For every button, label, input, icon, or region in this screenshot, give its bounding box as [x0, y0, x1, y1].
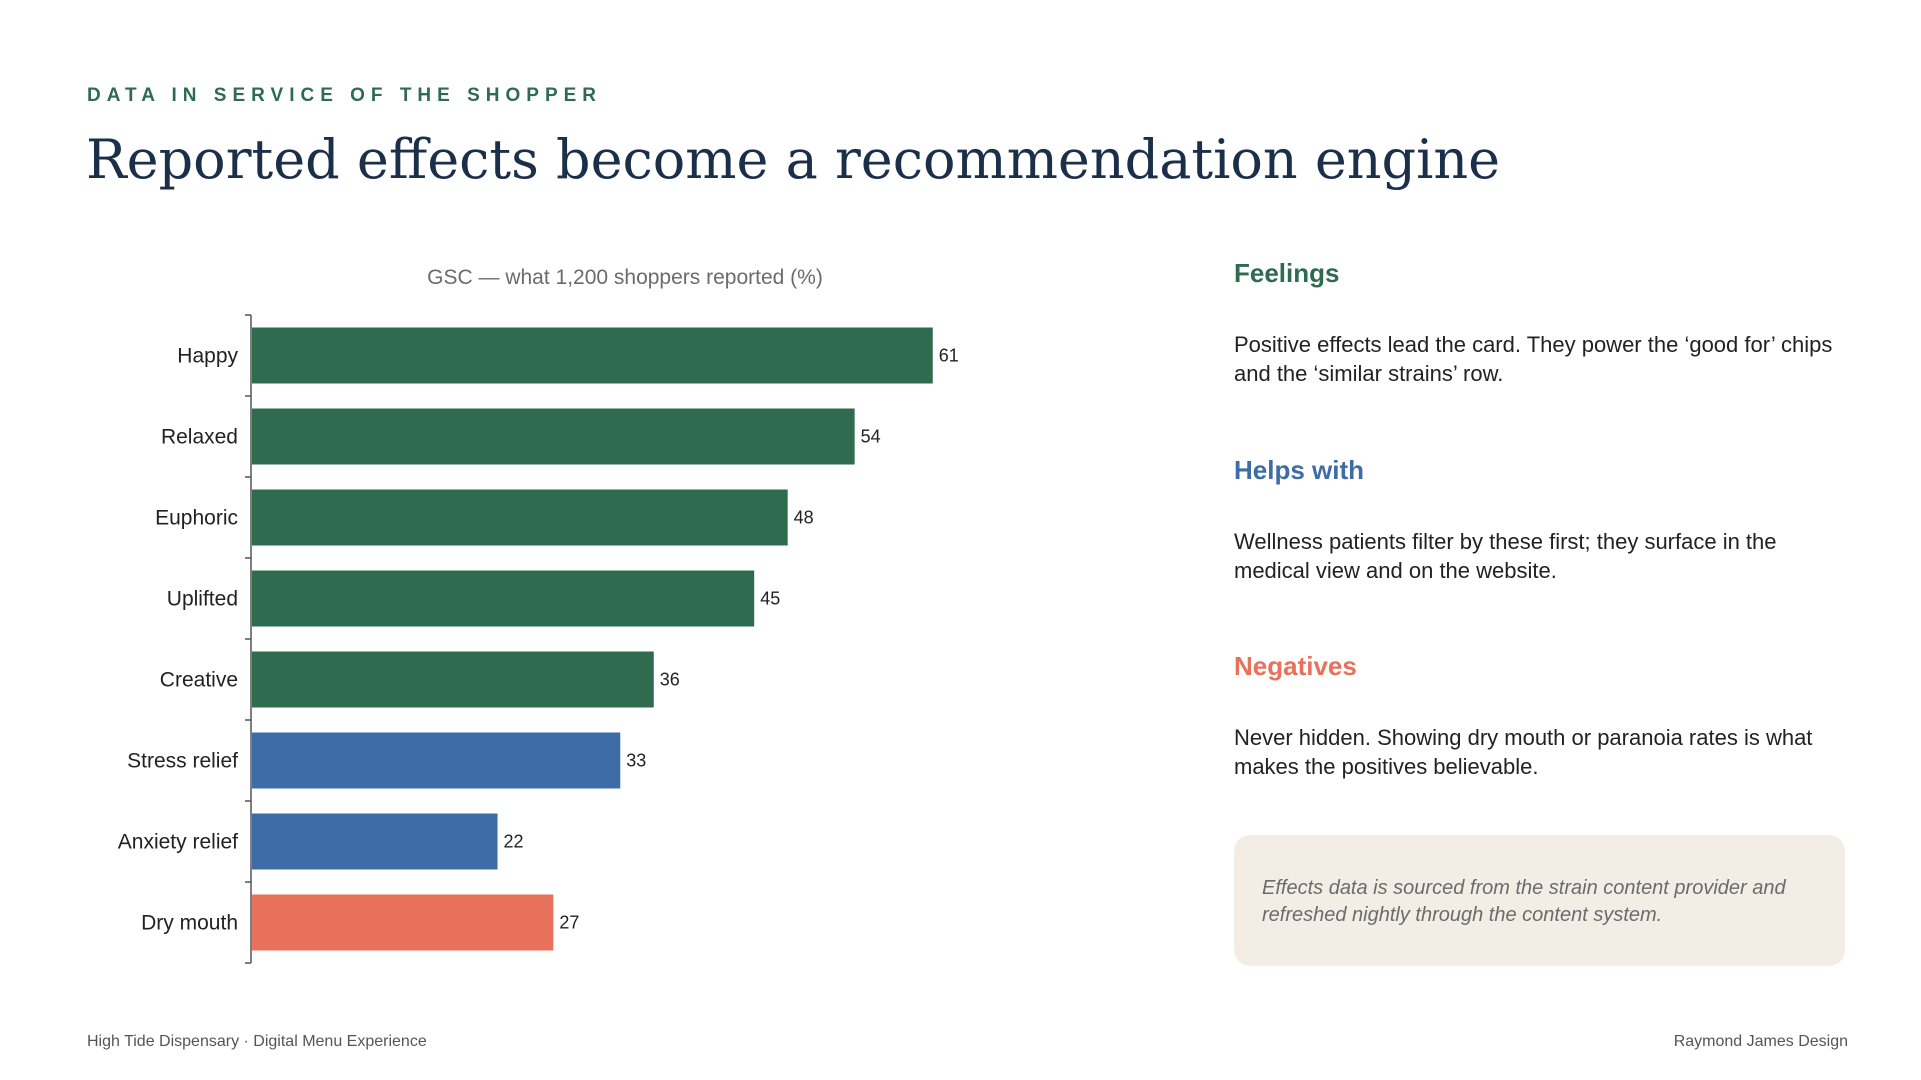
bar-happy — [252, 327, 933, 384]
effects-bar-chart: GSC — what 1,200 shoppers reported (%) H… — [118, 266, 959, 964]
section-body-negatives: Never hidden. Showing dry mouth or paran… — [1234, 725, 1813, 779]
data-source-note: Effects data is sourced from the strain … — [1234, 835, 1845, 966]
value-label: 48 — [794, 508, 814, 528]
section-heading-negatives: Negatives — [1234, 651, 1357, 681]
section-feelings: Feelings Positive effects lead the card.… — [1234, 258, 1849, 388]
category-label: Euphoric — [155, 507, 238, 530]
section-heading-helps-with: Helps with — [1234, 455, 1365, 485]
bar-relaxed — [252, 408, 855, 465]
bar-stress-relief — [252, 732, 621, 789]
chart-title: GSC — what 1,200 shoppers reported (%) — [427, 266, 823, 289]
value-label: 54 — [861, 427, 881, 447]
bar-creative — [252, 651, 654, 708]
bar-euphoric — [252, 489, 788, 546]
category-label: Anxiety relief — [118, 831, 238, 854]
page-title: Reported effects become a recommendation… — [86, 128, 1501, 191]
category-label: Relaxed — [161, 426, 238, 449]
section-body-helps-with: Wellness patients filter by these first;… — [1234, 529, 1777, 583]
section-helps-with: Helps with Wellness patients filter by t… — [1234, 455, 1849, 585]
bar-uplifted — [252, 570, 755, 627]
category-label: Dry mouth — [141, 912, 238, 935]
effects-chart: GSC — what 1,200 shoppers reported (%) H… — [0, 250, 1050, 980]
bar-dry-mouth — [252, 894, 554, 951]
section-heading-feelings: Feelings — [1234, 258, 1340, 288]
value-label: 36 — [660, 670, 680, 690]
category-label: Creative — [160, 669, 238, 692]
value-label: 45 — [760, 589, 780, 609]
section-body-feelings: Positive effects lead the card. They pow… — [1234, 332, 1833, 386]
footer-right: Raymond James Design — [1673, 1033, 1848, 1050]
bar-anxiety-relief — [252, 813, 498, 870]
data-source-note-text: Effects data is sourced from the strain … — [1262, 877, 1786, 926]
category-label: Stress relief — [127, 750, 238, 773]
value-label: 27 — [559, 913, 579, 933]
value-label: 22 — [504, 832, 524, 852]
value-label: 33 — [626, 751, 646, 771]
category-label: Uplifted — [167, 588, 238, 611]
value-label: 61 — [939, 346, 959, 366]
section-negatives: Negatives Never hidden. Showing dry mout… — [1234, 651, 1849, 781]
eyebrow: DATA IN SERVICE OF THE SHOPPER — [87, 85, 603, 106]
footer-left: High Tide Dispensary · Digital Menu Expe… — [87, 1033, 427, 1050]
category-label: Happy — [177, 345, 238, 368]
